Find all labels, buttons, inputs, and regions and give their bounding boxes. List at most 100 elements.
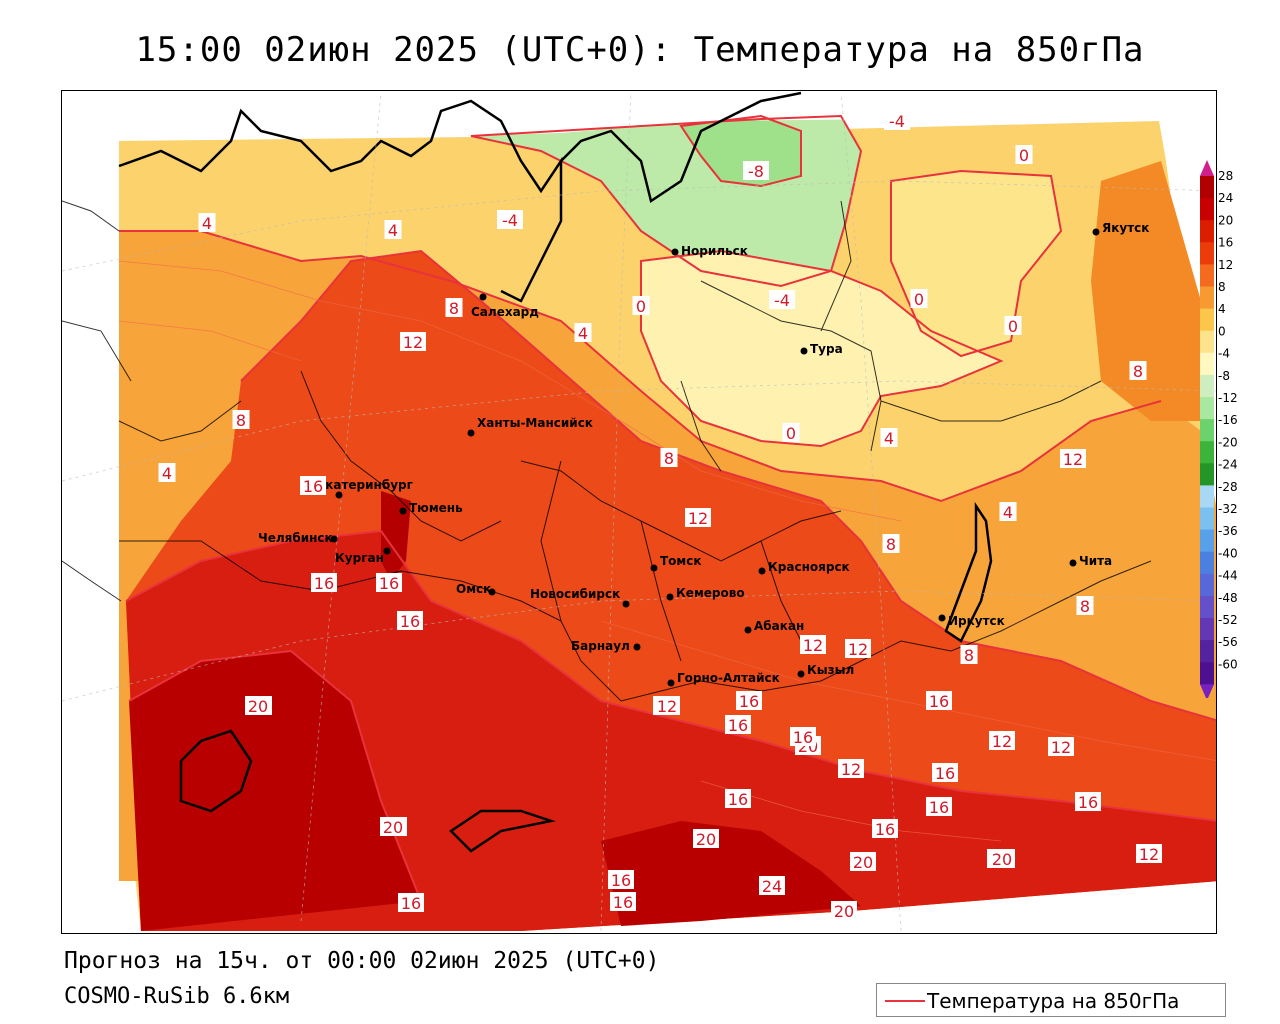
svg-text:0: 0	[786, 424, 796, 443]
region-sea-north	[419, 93, 1161, 136]
svg-text:8: 8	[449, 299, 459, 318]
city-tura[interactable]: Тура	[800, 342, 843, 356]
isotherm-label: 0	[1004, 316, 1022, 336]
graticule	[62, 92, 1216, 932]
colorbar-swatch	[1200, 264, 1214, 287]
svg-text:4: 4	[162, 464, 172, 483]
svg-text:12: 12	[1063, 450, 1083, 469]
svg-text:0: 0	[636, 297, 646, 316]
region-dark-red	[129, 651, 421, 931]
region-orange-east	[1091, 161, 1201, 421]
map-svg: Норильск Салехард Якутск Тура Ханты-Манс…	[62, 91, 1216, 933]
colorbar-swatch	[1200, 397, 1214, 420]
city-tomsk[interactable]: Томск	[650, 554, 702, 572]
legend-line-swatch	[885, 1000, 925, 1002]
svg-text:16: 16	[401, 894, 421, 913]
svg-text:Челябинск: Челябинск	[258, 531, 333, 545]
colorbar-tick-label: 24	[1218, 191, 1233, 205]
svg-text:12: 12	[657, 697, 677, 716]
svg-text:16: 16	[739, 692, 759, 711]
svg-text:8: 8	[964, 646, 974, 665]
svg-text:16: 16	[929, 798, 949, 817]
legend: Температура на 850гПа	[876, 983, 1226, 1017]
colorbar-tick-label: 12	[1218, 258, 1233, 272]
svg-text:Красноярск: Красноярск	[768, 560, 850, 574]
city-tyumen[interactable]: Тюмень	[399, 501, 464, 515]
city-chita[interactable]: Чита	[1069, 554, 1113, 568]
svg-text:16: 16	[314, 574, 334, 593]
isotherm-label: 16	[311, 573, 337, 593]
isotherm-label: 8	[445, 298, 463, 318]
svg-text:16: 16	[728, 716, 748, 735]
svg-text:-8: -8	[748, 162, 764, 181]
svg-text:12: 12	[1051, 738, 1071, 757]
city-novosibirsk[interactable]: Новосибирск	[530, 587, 630, 608]
svg-text:8: 8	[664, 449, 674, 468]
city-barnaul[interactable]: Барнаул	[571, 639, 641, 653]
city-gorno-altaysk[interactable]: Горно-Алтайск	[667, 671, 780, 687]
colorbar-swatch	[1200, 463, 1214, 486]
city-kemerovo[interactable]: Кемерово	[666, 586, 745, 601]
svg-text:16: 16	[929, 692, 949, 711]
colorbar-swatch	[1200, 595, 1214, 619]
svg-text:4: 4	[388, 221, 398, 240]
isotherm-label: 4	[158, 463, 176, 483]
svg-text:-4: -4	[889, 112, 905, 131]
svg-text:16: 16	[400, 612, 420, 631]
svg-text:Курган: Курган	[335, 551, 384, 565]
city-salekhard[interactable]: Салехард	[471, 293, 539, 320]
isotherm-label: 12	[400, 332, 426, 352]
city-norilsk[interactable]: Норильск	[671, 244, 748, 258]
city-irkutsk[interactable]: Иркутск	[938, 614, 1005, 628]
colorbar-swatch	[1200, 242, 1214, 265]
city-omsk[interactable]: Омск	[456, 582, 496, 596]
colorbar-tick-label: -4	[1218, 347, 1230, 361]
isotherm-label: 20	[693, 829, 719, 849]
map-title: 15:00 02июн 2025 (UTC+0): Температура на…	[135, 30, 1145, 70]
city-yekaterinburg[interactable]: Екатеринбург	[317, 478, 413, 499]
city-abakan[interactable]: Абакан	[744, 619, 805, 634]
colorbar-tick-label: -52	[1218, 613, 1238, 627]
svg-text:20: 20	[853, 853, 873, 872]
svg-text:16: 16	[1078, 793, 1098, 812]
svg-text:4: 4	[1003, 503, 1013, 522]
isotherm-label: 12	[989, 731, 1015, 751]
colorbar-swatch	[1200, 507, 1214, 531]
isotherm-label: 12	[1136, 844, 1162, 864]
colorbar-tick-label: 16	[1218, 236, 1233, 250]
city-kurgan[interactable]: Курган	[335, 547, 391, 566]
isotherm-label: 20	[831, 901, 857, 921]
colorbar-tick-label: 8	[1218, 280, 1226, 294]
colorbar-swatch	[1200, 529, 1214, 553]
svg-text:16: 16	[611, 871, 631, 890]
colorbar-swatch	[1200, 198, 1214, 221]
color-scale: 28 24 20 16 12 8 4 0 -4 -8 -12 -16 -20 -24 -28 -32 -36 -4…	[1200, 160, 1238, 698]
city-chelyabinsk[interactable]: Челябинск	[258, 531, 338, 545]
isotherm-label: 8	[1076, 596, 1094, 616]
city-markers: Норильск Салехард Якутск Тура Ханты-Манс…	[258, 221, 1149, 687]
city-yakutsk[interactable]: Якутск	[1092, 221, 1150, 236]
svg-text:12: 12	[992, 732, 1012, 751]
svg-text:12: 12	[803, 636, 823, 655]
isotherm-label: 12	[845, 639, 871, 659]
isotherm-label: 16	[397, 611, 423, 631]
colorbar-swatch	[1200, 374, 1214, 398]
admin-borders	[62, 200, 1152, 702]
colorbar-swatch	[1200, 551, 1214, 575]
isotherm-label: 20	[380, 817, 406, 837]
svg-text:0: 0	[914, 290, 924, 309]
isotherm-label: 4	[999, 502, 1017, 522]
city-khanty-mansiysk[interactable]: Ханты-Мансийск	[467, 416, 593, 437]
colorbar-swatch	[1200, 352, 1214, 376]
svg-text:Ханты-Мансийск: Ханты-Мансийск	[477, 416, 593, 430]
isotherm-label: 4	[198, 213, 216, 233]
city-kyzyl[interactable]: Кызыл	[797, 663, 855, 678]
model-name: COSMO-RuSib 6.6км	[64, 984, 290, 1009]
city-krasnoyarsk[interactable]: Красноярск	[758, 560, 850, 575]
svg-text:8: 8	[886, 535, 896, 554]
isotherm-label: -4	[497, 210, 523, 230]
colorbar-tick-label: -56	[1218, 635, 1238, 649]
svg-text:16: 16	[793, 728, 813, 747]
isotherm-label: 0	[910, 289, 928, 309]
isotherm-label: 8	[660, 448, 678, 468]
